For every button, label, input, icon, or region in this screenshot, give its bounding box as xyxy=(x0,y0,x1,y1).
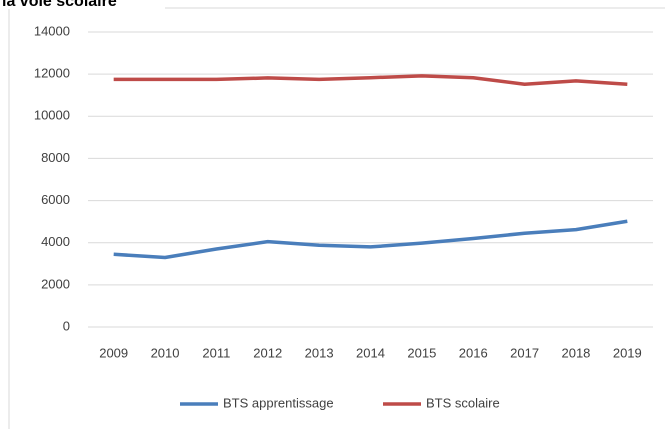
x-tick-label: 2019 xyxy=(613,345,642,360)
y-tick-label: 6000 xyxy=(41,192,70,207)
x-tick-label: 2016 xyxy=(459,345,488,360)
x-tick-label: 2011 xyxy=(202,345,230,360)
series-line xyxy=(113,219,628,260)
y-tick-label: 14000 xyxy=(34,23,70,38)
x-tick-label: 2009 xyxy=(99,345,128,360)
x-tick-label: 2012 xyxy=(253,345,282,360)
x-tick-label: 2014 xyxy=(356,345,385,360)
y-tick-label: 0 xyxy=(63,318,70,333)
x-tick-label: 2015 xyxy=(407,345,436,360)
x-tick-label: 2017 xyxy=(510,345,539,360)
chart-title: la voie scolaire xyxy=(2,0,117,10)
y-tick-label: 4000 xyxy=(41,234,70,249)
y-tick-label: 10000 xyxy=(34,108,70,123)
y-tick-label: 8000 xyxy=(41,150,70,165)
chart-frame xyxy=(8,7,665,429)
x-tick-label: 2010 xyxy=(151,345,180,360)
series-line xyxy=(113,74,628,87)
y-tick-label: 12000 xyxy=(34,66,70,81)
x-tick-label: 2013 xyxy=(305,345,334,360)
title-background xyxy=(0,0,165,9)
legend-label: BTS scolaire xyxy=(426,395,500,410)
legend-label: BTS apprentissage xyxy=(223,395,334,410)
y-tick-label: 2000 xyxy=(41,276,70,291)
x-tick-label: 2018 xyxy=(561,345,590,360)
